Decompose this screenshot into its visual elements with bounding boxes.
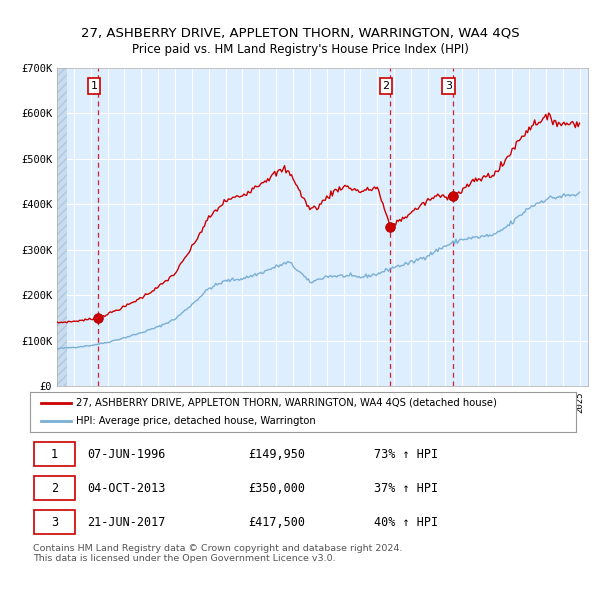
Text: HPI: Average price, detached house, Warrington: HPI: Average price, detached house, Warr…	[76, 416, 316, 426]
Text: 2: 2	[382, 81, 389, 91]
Text: 3: 3	[445, 81, 452, 91]
Text: £350,000: £350,000	[248, 481, 305, 495]
Text: 1: 1	[91, 81, 97, 91]
Text: 21-JUN-2017: 21-JUN-2017	[88, 516, 166, 529]
FancyBboxPatch shape	[34, 476, 75, 500]
FancyBboxPatch shape	[34, 442, 75, 466]
FancyBboxPatch shape	[34, 510, 75, 534]
Text: Contains HM Land Registry data © Crown copyright and database right 2024.
This d: Contains HM Land Registry data © Crown c…	[33, 544, 403, 563]
Text: 3: 3	[51, 516, 58, 529]
Text: 07-JUN-1996: 07-JUN-1996	[88, 448, 166, 461]
Text: 40% ↑ HPI: 40% ↑ HPI	[374, 516, 438, 529]
Bar	[57, 68, 67, 386]
Text: £417,500: £417,500	[248, 516, 305, 529]
Text: £149,950: £149,950	[248, 448, 305, 461]
Text: 73% ↑ HPI: 73% ↑ HPI	[374, 448, 438, 461]
Text: 37% ↑ HPI: 37% ↑ HPI	[374, 481, 438, 495]
Text: Price paid vs. HM Land Registry's House Price Index (HPI): Price paid vs. HM Land Registry's House …	[131, 43, 469, 56]
Text: 1: 1	[51, 448, 58, 461]
Text: 27, ASHBERRY DRIVE, APPLETON THORN, WARRINGTON, WA4 4QS (detached house): 27, ASHBERRY DRIVE, APPLETON THORN, WARR…	[76, 398, 497, 408]
Text: 27, ASHBERRY DRIVE, APPLETON THORN, WARRINGTON, WA4 4QS: 27, ASHBERRY DRIVE, APPLETON THORN, WARR…	[80, 27, 520, 40]
Text: 2: 2	[51, 481, 58, 495]
Text: 04-OCT-2013: 04-OCT-2013	[88, 481, 166, 495]
